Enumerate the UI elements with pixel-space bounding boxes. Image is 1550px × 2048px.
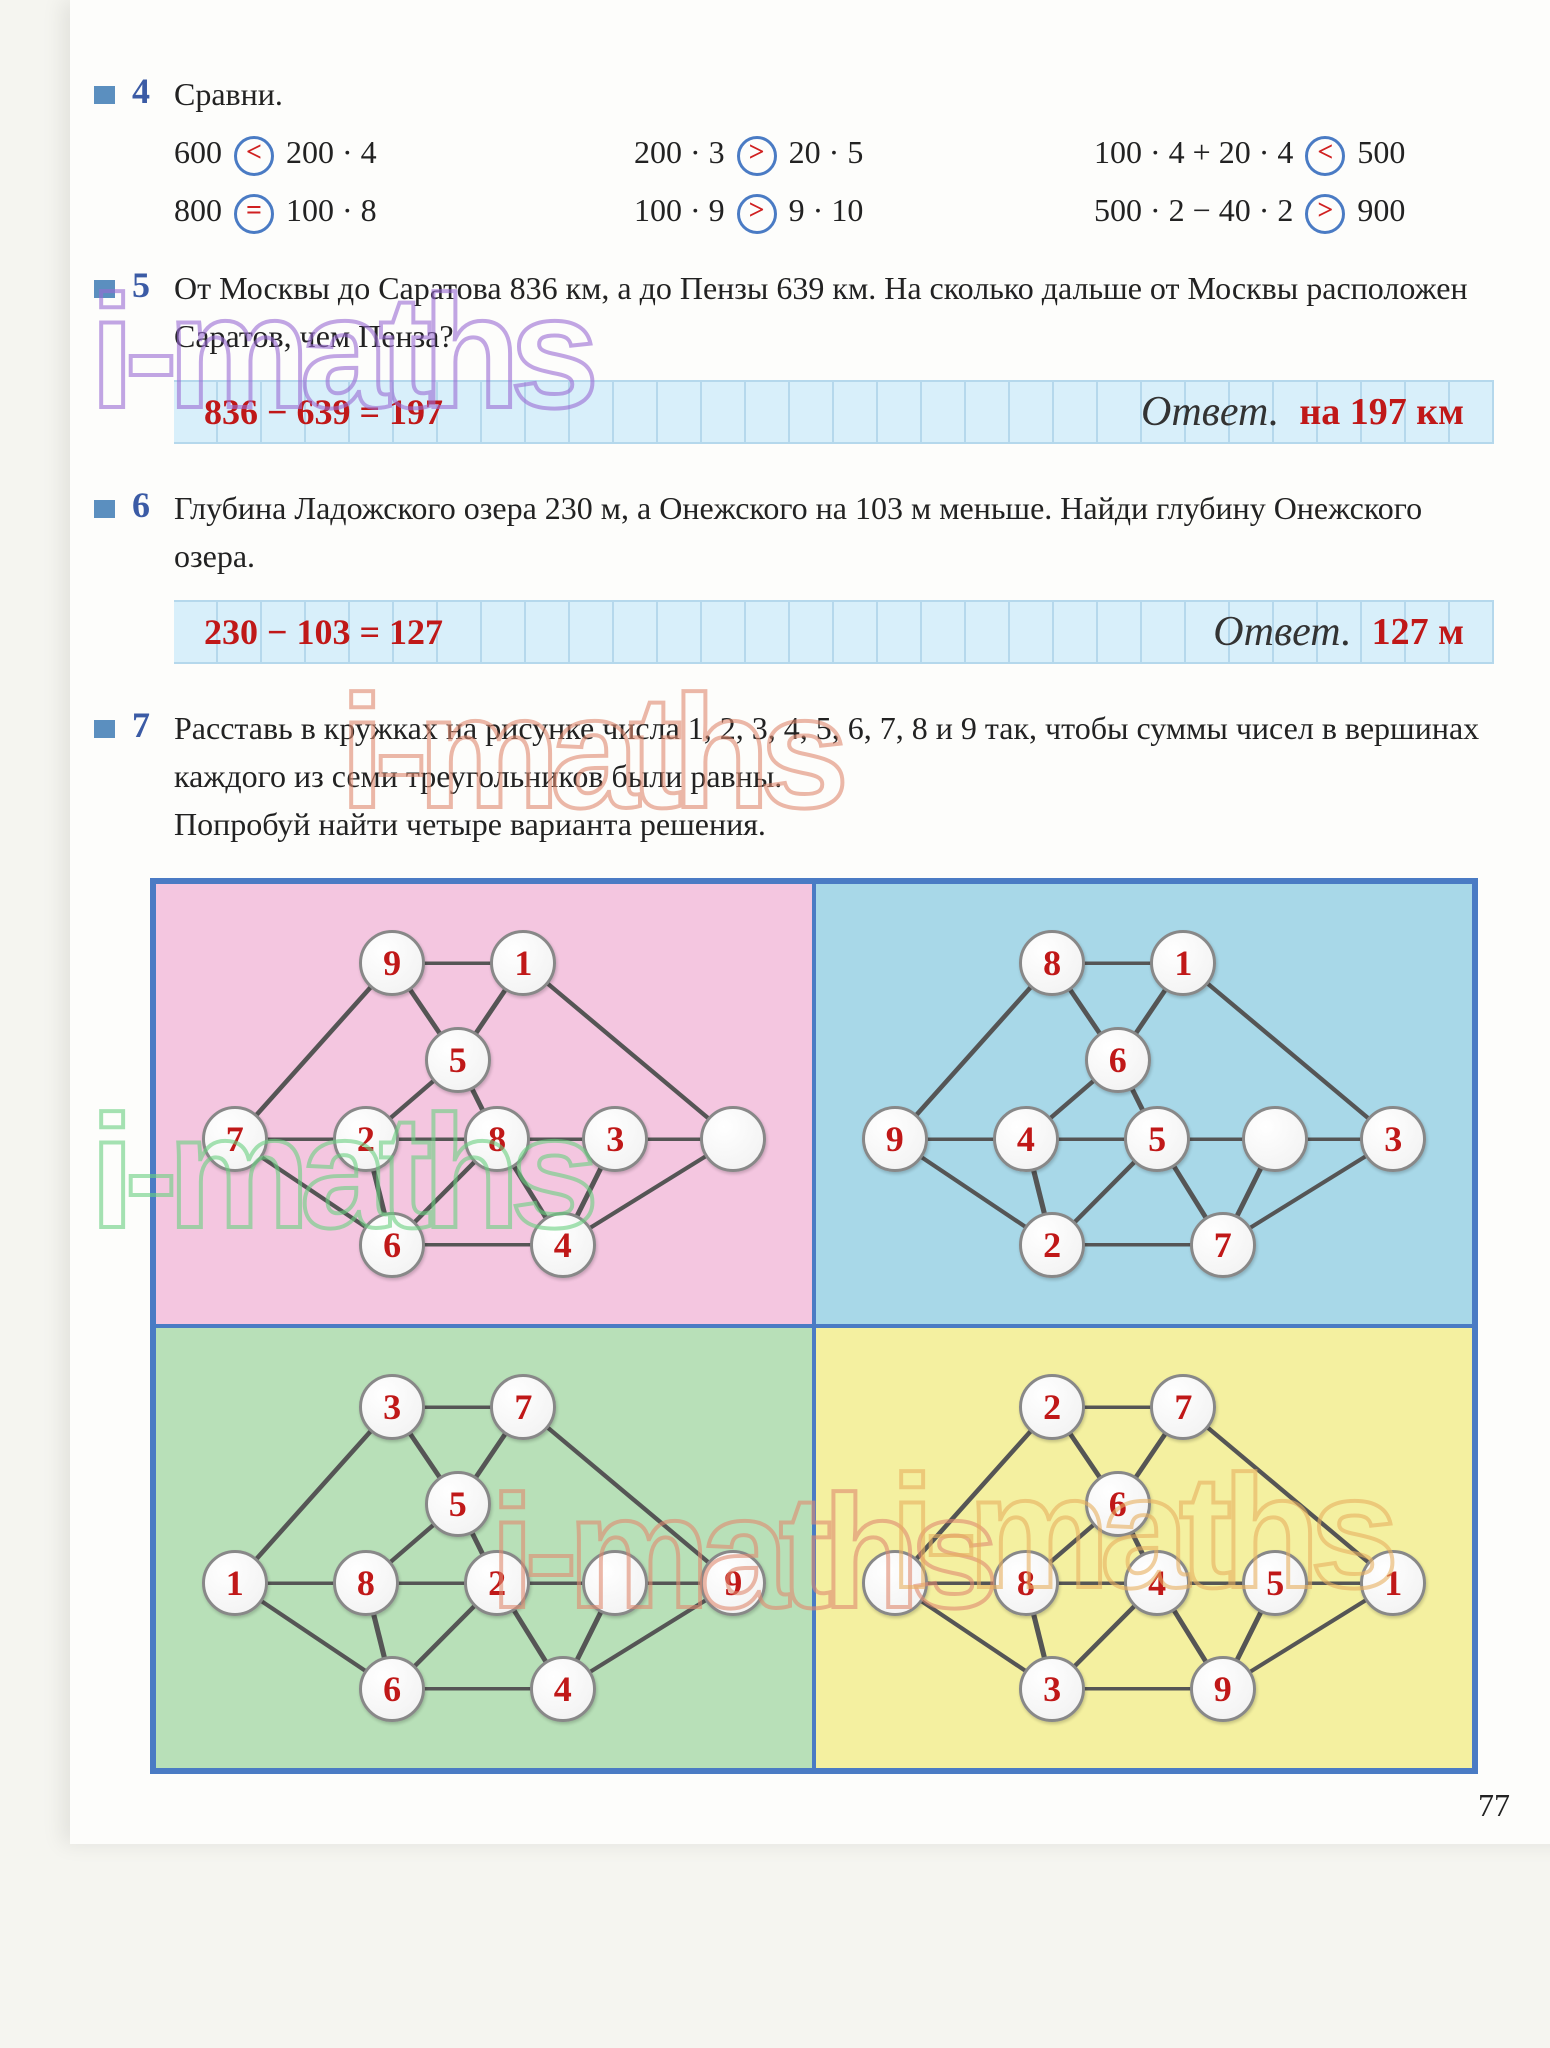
puzzle-node: 7 [1150, 1374, 1216, 1440]
task-7: 7 Расставь в кружках на рисунке числа 1,… [90, 704, 1550, 848]
page-number: 77 [1478, 1787, 1510, 1824]
puzzle-node: 8 [464, 1106, 530, 1172]
compare-symbol: > [737, 136, 777, 176]
compare-symbol: > [1305, 194, 1345, 234]
puzzle-node: 8 [1019, 930, 1085, 996]
compare-cell: 100 · 9 > 9 · 10 [634, 186, 1034, 234]
task-number: 4 [90, 70, 150, 112]
compare-rhs: 200 · 4 [286, 134, 377, 170]
puzzle-node: 7 [1190, 1212, 1256, 1278]
puzzle-node: 2 [464, 1550, 530, 1616]
puzzle-node [582, 1550, 648, 1616]
puzzle-node: 9 [359, 930, 425, 996]
puzzle-node: 7 [202, 1106, 268, 1172]
compare-symbol: < [1305, 136, 1345, 176]
puzzle-node: 9 [862, 1106, 928, 1172]
compare-lhs: 100 · 4 + 20 · 4 [1094, 134, 1293, 170]
task-text: Глубина Ладожского озера 230 м, а Онежск… [174, 484, 1494, 580]
task-number: 7 [90, 704, 150, 746]
task-text: От Москвы до Саратова 836 км, а до Пензы… [174, 264, 1494, 360]
puzzle-node: 2 [1019, 1374, 1085, 1440]
compare-cell: 100 · 4 + 20 · 4 < 500 [1094, 128, 1494, 176]
compare-symbol: = [234, 194, 274, 234]
task-title: Сравни. [174, 70, 1494, 118]
puzzle-panel: 27 68451 3 9 [814, 1326, 1474, 1770]
compare-cell: 600 < 200 · 4 [174, 128, 574, 176]
puzzle-grid: 915728364816945327375182964276845139 [150, 878, 1478, 1774]
compare-cell: 800 = 100 · 8 [174, 186, 574, 234]
puzzle-node: 1 [1150, 930, 1216, 996]
puzzle-node: 5 [425, 1471, 491, 1537]
task-text: Расставь в кружках на рисунке числа 1, 2… [174, 704, 1494, 800]
compare-symbol: < [234, 136, 274, 176]
puzzle-panel: 91 5 7283 6 4 [154, 882, 814, 1326]
compare-cell: 200 · 3 > 20 · 5 [634, 128, 1034, 176]
compare-lhs: 800 [174, 192, 222, 228]
answer-label: Ответ. [1141, 381, 1279, 444]
answer-calc: 836 − 639 = 197 [204, 385, 443, 439]
puzzle-node: 8 [333, 1550, 399, 1616]
answer-label: Ответ. [1213, 601, 1351, 664]
task-6: 6 Глубина Ладожского озера 230 м, а Онеж… [90, 484, 1550, 674]
compare-grid: 600 < 200 · 4 200 · 3 > 20 · 5 100 · 4 + 2… [174, 128, 1494, 234]
task-4: 4 Сравни. 600 < 200 · 4 200 · 3 > 20 · 5 1… [90, 70, 1550, 234]
page: 4 Сравни. 600 < 200 · 4 200 · 3 > 20 · 5 1… [70, 0, 1550, 1844]
puzzle-node: 6 [359, 1212, 425, 1278]
compare-lhs: 100 · 9 [634, 192, 725, 228]
answer-strip: 836 − 639 = 197 Ответ. на 197 км [174, 380, 1494, 444]
puzzle-node: 9 [700, 1550, 766, 1616]
answer-value: на 197 км [1299, 384, 1464, 441]
puzzle-node: 1 [490, 930, 556, 996]
puzzle-panel: 37 5 182 9 6 4 [154, 1326, 814, 1770]
puzzle-node: 4 [530, 1656, 596, 1722]
puzzle-node: 1 [1360, 1550, 1426, 1616]
compare-rhs: 20 · 5 [789, 134, 864, 170]
task-5: 5 От Москвы до Саратова 836 км, а до Пен… [90, 264, 1550, 454]
puzzle-node: 2 [1019, 1212, 1085, 1278]
puzzle-node: 9 [1190, 1656, 1256, 1722]
answer-calc: 230 − 103 = 127 [204, 605, 443, 659]
answer-value: 127 м [1372, 604, 1464, 661]
puzzle-node: 3 [582, 1106, 648, 1172]
puzzle-node: 5 [425, 1027, 491, 1093]
task-number: 6 [90, 484, 150, 526]
puzzle-node: 4 [1124, 1550, 1190, 1616]
puzzle-node: 6 [1085, 1471, 1151, 1537]
puzzle-node: 4 [993, 1106, 1059, 1172]
puzzle-node: 4 [530, 1212, 596, 1278]
compare-rhs: 500 [1357, 134, 1405, 170]
puzzle-node: 7 [490, 1374, 556, 1440]
puzzle-node: 3 [1019, 1656, 1085, 1722]
puzzle-node: 3 [359, 1374, 425, 1440]
puzzle-node: 2 [333, 1106, 399, 1172]
compare-lhs: 600 [174, 134, 222, 170]
answer-strip: 230 − 103 = 127 Ответ. 127 м [174, 600, 1494, 664]
puzzle-node: 6 [1085, 1027, 1151, 1093]
compare-rhs: 900 [1357, 192, 1405, 228]
puzzle-node [700, 1106, 766, 1172]
puzzle-node: 8 [993, 1550, 1059, 1616]
task-text-2: Попробуй найти четыре варианта решения. [174, 800, 1494, 848]
puzzle-node [862, 1550, 928, 1616]
puzzle-panel: 81 6 945 3 2 7 [814, 882, 1474, 1326]
compare-symbol: > [737, 194, 777, 234]
compare-rhs: 9 · 10 [789, 192, 864, 228]
puzzle-node: 5 [1124, 1106, 1190, 1172]
compare-rhs: 100 · 8 [286, 192, 377, 228]
task-number: 5 [90, 264, 150, 306]
compare-cell: 500 · 2 − 40 · 2 > 900 [1094, 186, 1494, 234]
compare-lhs: 500 · 2 − 40 · 2 [1094, 192, 1293, 228]
puzzle-node: 3 [1360, 1106, 1426, 1172]
puzzle-node: 5 [1242, 1550, 1308, 1616]
puzzle-node [1242, 1106, 1308, 1172]
compare-lhs: 200 · 3 [634, 134, 725, 170]
puzzle-node: 1 [202, 1550, 268, 1616]
puzzle-node: 6 [359, 1656, 425, 1722]
